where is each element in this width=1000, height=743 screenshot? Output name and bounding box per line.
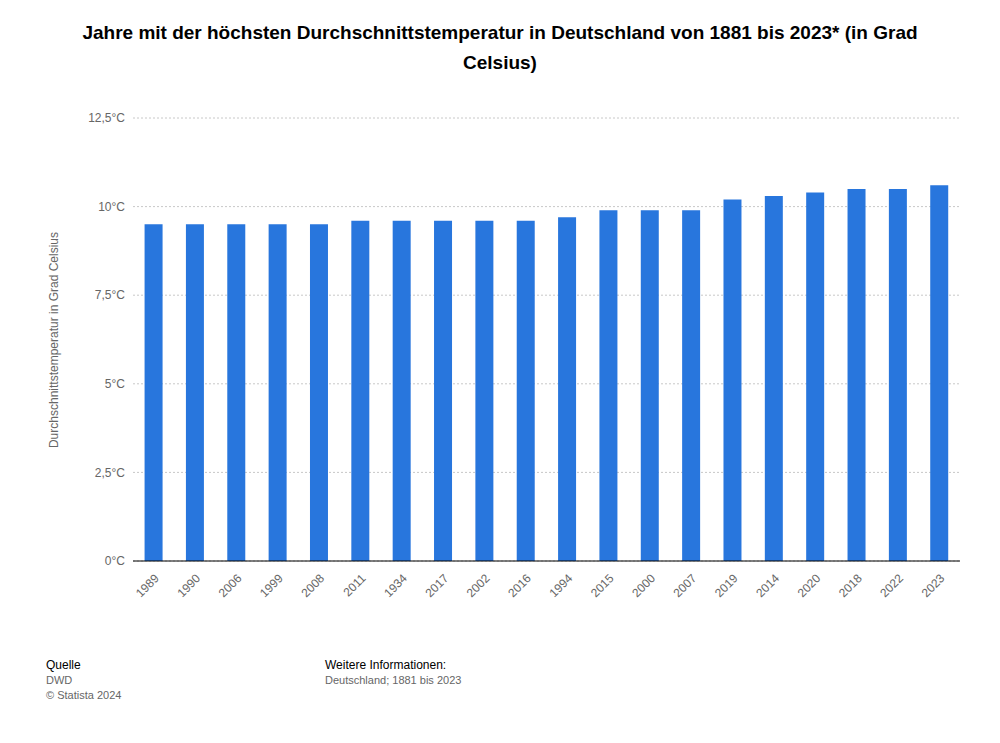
- svg-text:12,5°C: 12,5°C: [88, 111, 125, 125]
- svg-text:2002: 2002: [464, 571, 493, 600]
- svg-text:1934: 1934: [381, 571, 410, 600]
- svg-text:2020: 2020: [795, 571, 824, 600]
- svg-text:2018: 2018: [836, 571, 865, 600]
- svg-text:1994: 1994: [547, 571, 576, 600]
- html-text:Jahre mit der höchsten Durchsc: Jahre mit der höchsten Durchschnittstemp…: [82, 22, 918, 73]
- svg-text:1990: 1990: [174, 571, 203, 600]
- svg-text:2015: 2015: [588, 571, 617, 600]
- svg-text:2007: 2007: [671, 571, 700, 600]
- svg-text:2006: 2006: [216, 571, 245, 600]
- html-text:Weitere Informationen:: Weitere Informationen:: [325, 658, 447, 672]
- svg-text:7,5°C: 7,5°C: [95, 288, 125, 302]
- svg-text:2017: 2017: [422, 571, 451, 600]
- svg-text:2008: 2008: [298, 571, 327, 600]
- svg-text:2016: 2016: [505, 571, 534, 600]
- svg-text:2000: 2000: [629, 571, 658, 600]
- html-text:DWD: DWD: [46, 674, 73, 686]
- html-text:Quelle: Quelle: [46, 658, 81, 672]
- svg-text:2,5°C: 2,5°C: [95, 466, 125, 480]
- svg-text:2023: 2023: [919, 571, 948, 600]
- svg-text:2014: 2014: [753, 571, 782, 600]
- svg-text:1999: 1999: [257, 571, 286, 600]
- svg-text:0°C: 0°C: [105, 554, 125, 568]
- svg-text:2011: 2011: [340, 571, 368, 599]
- svg-text:2019: 2019: [712, 571, 741, 600]
- html-text:Durchschnittstemperatur in Gra: Durchschnittstemperatur in Grad Celsius: [47, 232, 61, 448]
- svg-text:1989: 1989: [133, 571, 162, 600]
- svg-text:2022: 2022: [877, 571, 906, 600]
- svg-text:5°C: 5°C: [105, 377, 125, 391]
- svg-text:10°C: 10°C: [98, 200, 125, 214]
- html-text:© Statista 2024: © Statista 2024: [46, 689, 122, 701]
- html-text:Deutschland; 1881 bis 2023: Deutschland; 1881 bis 2023: [325, 674, 462, 686]
